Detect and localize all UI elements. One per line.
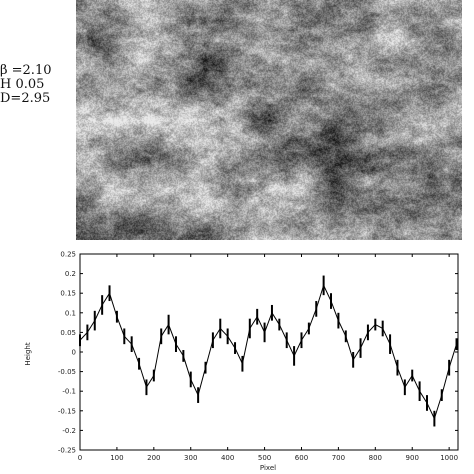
beta-parameter: β =2.10 [0, 63, 52, 78]
y-tick-label: -0.2 [62, 427, 76, 435]
profile-line [323, 285, 332, 302]
profile-line [293, 340, 302, 357]
profile-line [116, 316, 125, 337]
x-tick-label: 1000 [440, 454, 458, 462]
x-tick-label: 500 [258, 454, 271, 462]
y-tick-label: 0.1 [65, 309, 76, 317]
profile-line [441, 367, 450, 396]
profile-line [271, 312, 280, 325]
x-axis: 0 100 200 300 400 500 600 700 800 900 1000 [78, 254, 458, 462]
profile-line [94, 304, 103, 321]
profile-line [131, 343, 140, 364]
profile-line [308, 308, 317, 329]
profile-line [168, 324, 177, 345]
profile-line [345, 336, 354, 360]
profile-line [212, 328, 221, 341]
profile-line [86, 320, 96, 333]
profile-line [367, 324, 376, 333]
profile-line [389, 344, 398, 368]
x-axis-label: Pixel [260, 464, 276, 472]
plot-frame [79, 253, 459, 451]
x-tick-label: 800 [369, 454, 382, 462]
profile-line [264, 312, 273, 333]
plot-border [79, 253, 459, 451]
profile-line [182, 355, 192, 380]
profile-line [382, 328, 391, 345]
profile-line [123, 335, 133, 345]
profile-line [448, 344, 458, 368]
x-tick-label: 200 [147, 454, 160, 462]
profile-line [396, 367, 406, 388]
profile-line [330, 300, 339, 321]
profile-line [404, 375, 413, 388]
fractal-dimension-parameter: D=2.95 [0, 91, 51, 106]
profile-line [315, 285, 325, 310]
profile-line [190, 379, 199, 396]
x-tick-label: 300 [184, 454, 197, 462]
x-tick-label: 0 [78, 454, 82, 462]
profile-line [419, 390, 428, 404]
x-tick-label: 100 [110, 454, 123, 462]
fractal-surface-image [76, 0, 462, 240]
y-tick-label: 0.05 [60, 329, 76, 337]
y-tick-label: -0.25 [58, 447, 76, 455]
profile-line [227, 336, 236, 349]
profile-line [138, 363, 147, 388]
x-tick-label: 600 [295, 454, 308, 462]
profile-line [433, 394, 443, 419]
y-tick-label: -0.05 [58, 368, 76, 376]
profile-line [146, 375, 155, 388]
profile-line [79, 332, 88, 341]
profile-line [234, 347, 243, 364]
y-tick-label: -0.1 [62, 388, 76, 396]
y-tick-label: 0 [72, 349, 76, 357]
profile-line [352, 347, 361, 361]
profile-chart: -0.25 -0.2 -0.15 -0.1 -0.05 0 0.05 0.1 0.15 0.2 0.… [24, 251, 459, 472]
profile-line [197, 367, 206, 396]
profile-line [426, 402, 435, 419]
y-tick-label: 0.15 [60, 290, 76, 298]
y-axis: -0.25 -0.2 -0.15 -0.1 -0.05 0 0.05 0.1 0.15 0.2 0.… [58, 251, 458, 455]
profile-line [160, 324, 170, 337]
hurst-parameter: H 0.05 [0, 77, 45, 92]
x-tick-label: 400 [221, 454, 234, 462]
profile-line [375, 324, 383, 329]
x-tick-label: 900 [406, 454, 419, 462]
profile-line [241, 328, 251, 364]
profile-line [175, 343, 184, 357]
profile-line [153, 336, 162, 376]
profile-line [249, 316, 258, 329]
profile-line [101, 292, 110, 306]
profile-line [360, 332, 369, 349]
profile-line [109, 293, 118, 317]
y-tick-label: 0.2 [65, 270, 76, 278]
profile-line [411, 375, 421, 392]
y-tick-label: -0.15 [58, 407, 76, 415]
profile-line [219, 328, 229, 337]
profile-line [256, 316, 266, 333]
profile-line [278, 324, 288, 341]
y-axis-label: Height [24, 342, 32, 365]
profile-series [79, 275, 458, 427]
x-tick-label: 700 [332, 454, 345, 462]
profile-line [337, 320, 347, 337]
profile-line [205, 340, 214, 368]
profile-line [286, 340, 295, 357]
y-tick-label: 0.25 [60, 251, 76, 259]
profile-line [301, 328, 310, 341]
